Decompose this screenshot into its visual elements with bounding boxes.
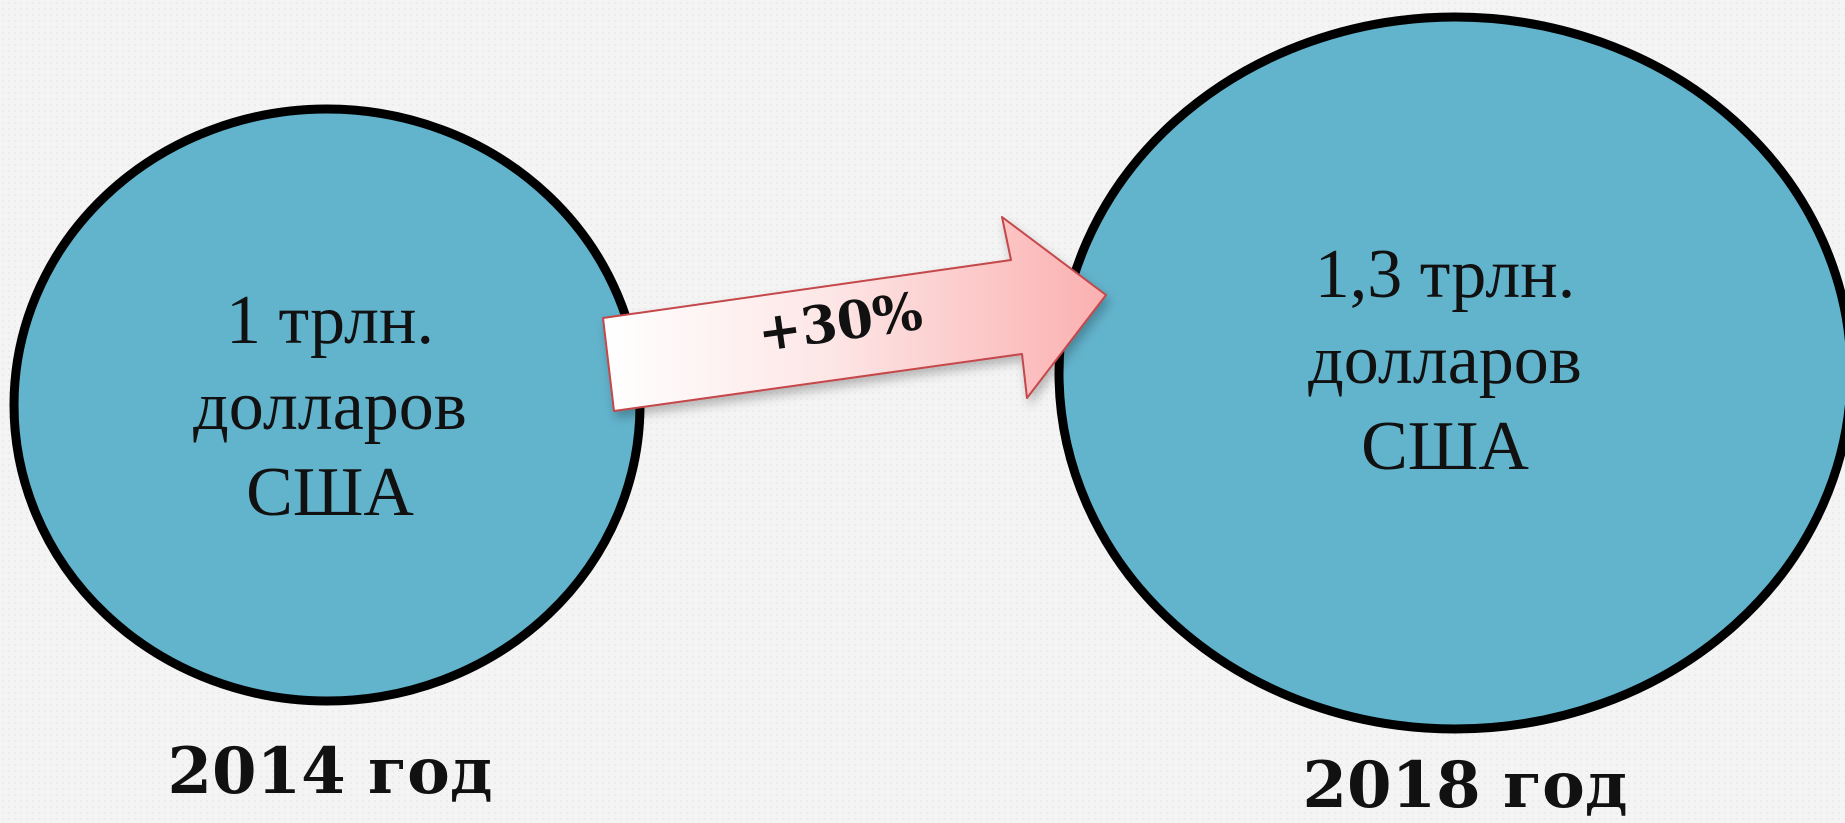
bubble-2018-line1: 1,3 трлн. [1314,236,1576,313]
bubble-2014-line1: 1 трлн. [226,282,434,359]
year-label-2018: 2018 год [1302,748,1628,823]
bubble-2014-value: 1 трлн. долларов США [130,278,530,536]
bubble-2018-value: 1,3 трлн. долларов США [1245,232,1645,490]
bubble-2018-line3: США [1361,408,1529,485]
growth-arrow [602,216,1107,412]
year-label-2014: 2014 год [167,734,493,809]
bubble-2014-line2: долларов [193,368,467,445]
bubble-2018 [1054,12,1845,734]
bubble-2014-line3: США [246,454,414,531]
bubble-2018-line2: долларов [1308,322,1582,399]
